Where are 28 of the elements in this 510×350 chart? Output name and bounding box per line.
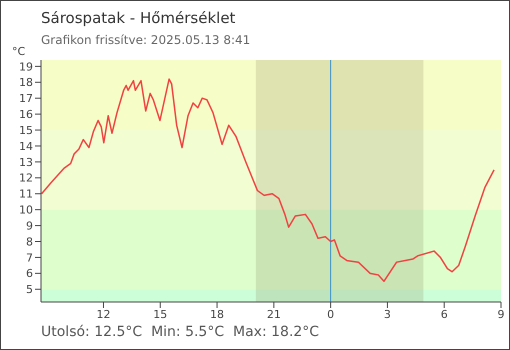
- x-tick-label: 3: [384, 308, 391, 321]
- x-tick-label: 9: [498, 308, 504, 321]
- chart-subtitle: Grafikon frissítve: 2025.05.13 8:41: [41, 33, 250, 47]
- y-axis-title: °C: [12, 45, 26, 58]
- y-tick-label: 7: [26, 251, 33, 264]
- x-tick-label: 18: [210, 308, 224, 321]
- x-tick-label: 21: [266, 308, 281, 321]
- y-tick-label: 13: [19, 156, 33, 169]
- y-tick-label: 18: [19, 76, 33, 90]
- y-tick-label: 15: [19, 124, 33, 137]
- y-tick-label: 19: [19, 60, 33, 74]
- line-series: [41, 78, 495, 282]
- y-tick-label: 8: [26, 235, 33, 248]
- y-tick-label: 6: [26, 267, 33, 280]
- y-tick-label: 5: [26, 283, 33, 296]
- x-tick-label: 0: [327, 308, 334, 321]
- x-tick-label: 15: [153, 308, 168, 321]
- y-tick-label: 11: [19, 188, 33, 201]
- x-tick-label: 6: [440, 308, 448, 321]
- y-tick-label: 14: [19, 140, 33, 153]
- text: Utolsó: 12.5°C Min: 5.5°C Max: 18.2°C: [41, 324, 320, 340]
- y-tick-label: 10: [19, 204, 33, 217]
- y-tick-label: 12: [19, 172, 33, 185]
- y-tick-label: 16: [19, 108, 33, 122]
- chart-title: Sárospatak - Hőmérséklet: [41, 9, 236, 27]
- y-tick-label: 17: [19, 92, 33, 106]
- y-tick-label: 9: [26, 219, 33, 232]
- x-tick-label: 12: [96, 308, 110, 321]
